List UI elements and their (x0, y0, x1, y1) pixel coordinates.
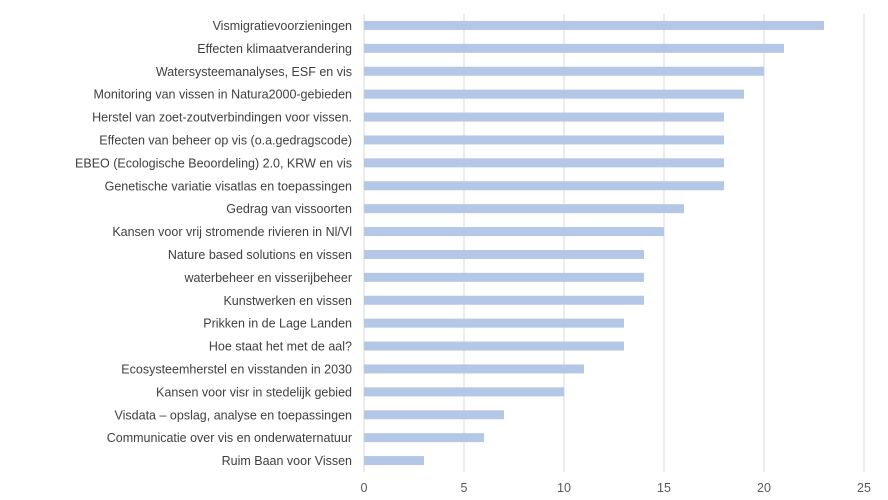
bar (364, 227, 664, 237)
bar (364, 341, 624, 351)
bar (364, 272, 644, 282)
category-label: Kansen voor vrij stromende rivieren in N… (112, 225, 352, 239)
category-label: Watersysteemanalyses, ESF en vis (156, 65, 352, 79)
category-label: Vismigratievoorzieningen (213, 19, 352, 33)
bars (364, 20, 824, 466)
bar (364, 158, 724, 168)
x-tick-label: 0 (361, 481, 368, 495)
bar (364, 89, 744, 99)
bar (364, 43, 784, 53)
category-label: Visdata – opslag, analyse en toepassinge… (115, 408, 352, 422)
category-label: EBEO (Ecologische Beoordeling) 2.0, KRW … (75, 156, 352, 170)
category-label: Herstel van zoet-zoutverbindingen voor v… (92, 111, 352, 125)
bar (364, 364, 584, 374)
category-label: Hoe staat het met de aal? (209, 340, 352, 354)
bar (364, 112, 724, 122)
bar (364, 181, 724, 191)
category-label: waterbeheer en visserijbeheer (184, 271, 352, 285)
bar (364, 135, 724, 145)
category-label: Monitoring van vissen in Natura2000-gebi… (94, 88, 353, 102)
bar (364, 204, 684, 214)
gridlines (363, 14, 865, 472)
bar (364, 387, 564, 397)
category-label: Ruim Baan voor Vissen (222, 454, 352, 468)
bar (364, 295, 644, 305)
category-label: Nature based solutions en vissen (168, 248, 352, 262)
bar (364, 433, 484, 443)
category-label: Communicatie over vis en onderwaternatuu… (107, 431, 352, 445)
x-tick-label: 25 (857, 481, 871, 495)
category-label: Ecosysteemherstel en visstanden in 2030 (121, 362, 352, 376)
category-label: Gedrag van vissoorten (226, 202, 352, 216)
x-axis-ticks: 0 5 10 15 20 25 (361, 481, 871, 495)
category-label: Prikken in de Lage Landen (203, 317, 352, 331)
category-label: Effecten klimaatverandering (197, 42, 352, 56)
category-label: Effecten van beheer op vis (o.a.gedragsc… (99, 133, 352, 147)
x-tick-label: 10 (557, 481, 571, 495)
x-tick-label: 20 (757, 481, 771, 495)
x-tick-label: 5 (461, 481, 468, 495)
x-tick-label: 15 (657, 481, 671, 495)
category-label: Kunstwerken en vissen (223, 294, 352, 308)
category-label: Kansen voor visr in stedelijk gebied (156, 385, 352, 399)
bar (364, 318, 624, 328)
category-labels: Vismigratievoorzieningen Effecten klimaat… (75, 19, 352, 468)
category-label: Genetische variatie visatlas en toepassi… (105, 179, 352, 193)
bar (364, 20, 824, 30)
bar (364, 456, 424, 466)
bar (364, 410, 504, 420)
bar (364, 66, 764, 76)
bar (364, 249, 644, 259)
